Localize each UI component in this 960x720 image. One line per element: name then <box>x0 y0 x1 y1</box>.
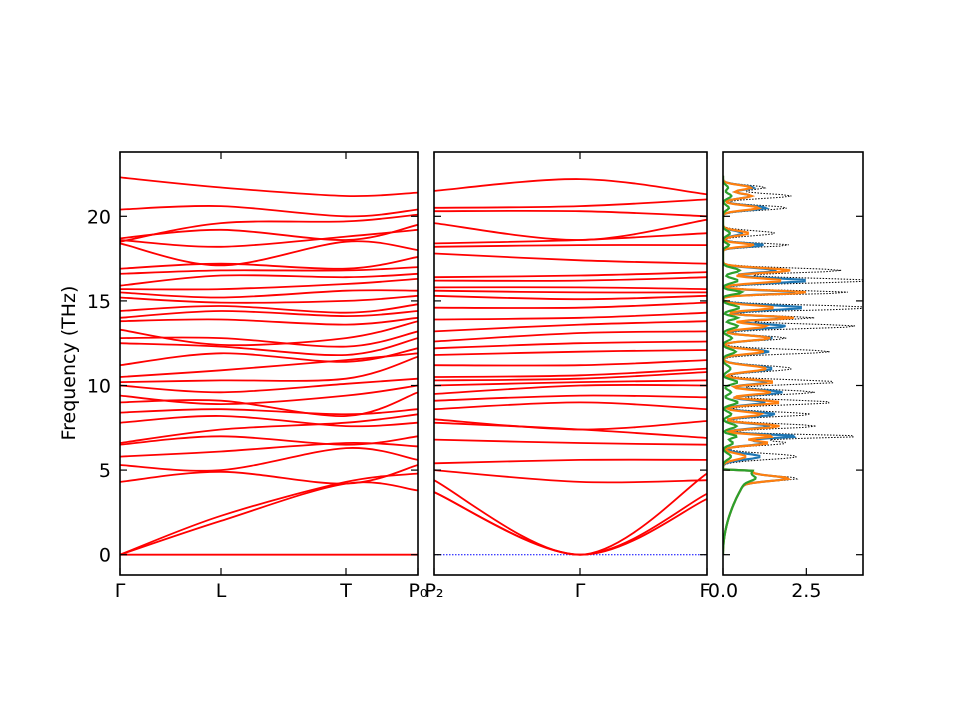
phonon-band-16 <box>120 337 418 357</box>
right-panel-ticks: P₂ Γ F <box>424 152 710 602</box>
x-tick-label: P₀ <box>408 580 427 602</box>
dos-curve-1 <box>723 175 806 555</box>
phonon-band-18 <box>434 320 707 333</box>
phonon-band-19 <box>120 316 418 326</box>
phonon-band-15 <box>120 347 418 367</box>
phonon-band-8 <box>120 415 418 428</box>
phonon-band-4 <box>120 447 418 472</box>
phonon-band-29 <box>120 228 418 248</box>
phonon-band-22 <box>434 289 707 294</box>
left-panel-frame <box>119 151 419 576</box>
phonon-band-1 <box>120 481 418 556</box>
phonon-band-2 <box>120 472 418 556</box>
y-tick-label: 5 <box>99 460 111 482</box>
y-axis-label: Frequency (THz) <box>58 286 80 441</box>
phonon-band-3 <box>434 469 707 484</box>
phonon-band-30 <box>434 209 707 218</box>
phonon-band-29 <box>434 218 707 241</box>
phonon-band-33 <box>120 176 418 198</box>
phonon-band-12 <box>434 371 707 382</box>
dos-panel-frame <box>722 151 864 576</box>
x-tick-label: P₂ <box>424 580 443 602</box>
phonon-band-16 <box>434 340 707 350</box>
phonon-band-26 <box>120 266 418 275</box>
left-panel-ticks: 0 5 10 15 20 Γ L T P₀ <box>87 152 428 602</box>
phonon-band-25 <box>434 271 707 279</box>
phonon-band-21 <box>434 294 707 301</box>
phonon-dos-curves <box>723 175 863 555</box>
phonon-band-8 <box>434 401 707 411</box>
right-band-panel: P₂ Γ F <box>424 151 710 602</box>
phonon-band-14 <box>434 359 707 367</box>
phonon-band-10 <box>434 383 707 395</box>
phonon-band-23 <box>120 289 418 299</box>
phonon-band-2 <box>434 472 707 556</box>
phonon-band-26 <box>434 252 707 265</box>
phonon-band-11 <box>120 384 418 406</box>
phonon-band-5 <box>434 438 707 446</box>
y-tick-label: 15 <box>87 291 111 313</box>
x-tick-label: L <box>216 580 227 602</box>
phonon-band-21 <box>120 303 418 314</box>
x-tick-label: T <box>339 580 352 602</box>
phonon-band-3 <box>120 464 418 485</box>
phonon-band-25 <box>120 272 418 287</box>
phonon-band-28 <box>434 232 707 245</box>
y-tick-label: 20 <box>87 206 111 228</box>
phonon-band-12 <box>120 377 418 394</box>
phonon-band-27 <box>120 256 418 270</box>
phonon-band-20 <box>120 310 418 319</box>
dos-x-tick-label: 2.5 <box>791 580 821 602</box>
phonon-band-27 <box>434 244 707 248</box>
dos-x-tick-label: 0.0 <box>708 580 738 602</box>
phonon-band-15 <box>434 349 707 356</box>
phonon-band-24 <box>434 276 707 282</box>
phonon-band-19 <box>434 311 707 321</box>
right-panel-frame <box>433 151 708 576</box>
x-tick-label: F <box>700 580 711 602</box>
phonon-band-9 <box>434 394 707 402</box>
phonon-band-1 <box>434 491 707 556</box>
phonon-bands-right <box>434 178 707 556</box>
phonon-band-32 <box>120 205 418 218</box>
phonon-band-24 <box>120 278 418 291</box>
phonon-band-4 <box>434 458 707 465</box>
phonon-band-11 <box>434 379 707 387</box>
phonon-band-13 <box>434 367 707 378</box>
phonon-band-31 <box>120 213 418 243</box>
phonon-band-9 <box>120 408 418 416</box>
phonon-band-28 <box>120 240 418 267</box>
phonon-band-7 <box>434 418 707 431</box>
phonon-band-17 <box>434 330 707 343</box>
phonon-band-18 <box>120 320 418 347</box>
phonon-band-20 <box>434 301 707 309</box>
left-band-panel: 0 5 10 15 20 Γ L T P₀ <box>87 151 428 602</box>
dos-panel-ticks: 0.0 2.5 <box>708 215 863 602</box>
x-tick-label: Γ <box>115 580 126 602</box>
phonon-band-7 <box>120 413 418 444</box>
phonon-band-13 <box>120 355 418 383</box>
phonon-band-31 <box>434 198 707 209</box>
x-tick-label: Γ <box>575 580 586 602</box>
phonon-bands-left <box>120 176 418 556</box>
phonon-band-5 <box>120 441 418 458</box>
dos-panel: 0.0 2.5 <box>708 151 864 602</box>
phonon-band-6 <box>120 435 418 446</box>
phonon-band-32 <box>434 178 707 196</box>
y-tick-label: 10 <box>87 375 111 397</box>
phonon-band-23 <box>434 286 707 290</box>
phonon-band-22 <box>120 294 418 304</box>
y-tick-label: 0 <box>99 545 111 567</box>
